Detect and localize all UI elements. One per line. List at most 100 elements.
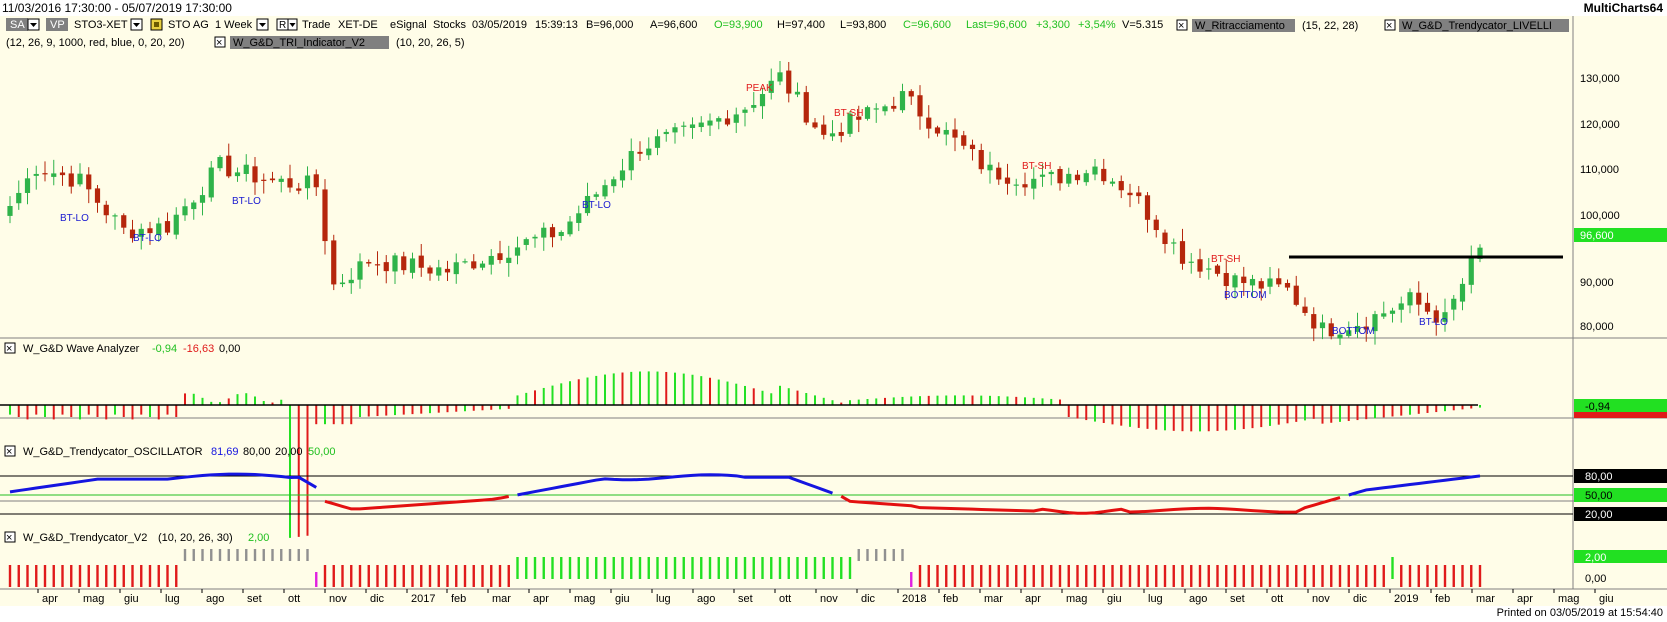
change: +3,300 (1036, 19, 1070, 31)
indicator2-close-button[interactable] (1384, 19, 1396, 31)
candle-body (987, 164, 993, 171)
wave-value-2: -16,63 (183, 343, 214, 355)
indicator2-tag[interactable] (1399, 19, 1569, 32)
time-label: lug (656, 593, 671, 605)
candle-body (707, 120, 713, 126)
trend-close-button[interactable] (4, 531, 16, 543)
trend-label-marker (1574, 550, 1667, 563)
time-label: ott (1271, 593, 1283, 605)
candle-body (1232, 275, 1238, 288)
volume: V=5.315 (1122, 19, 1163, 31)
chart-window[interactable]: SA VP STO3-XET STO AG 1 Week R Trade XET… (0, 16, 1667, 606)
time-label: feb (943, 593, 958, 605)
candle-body (1223, 273, 1229, 287)
time-label: mar (984, 593, 1003, 605)
chart-canvas[interactable]: SA VP STO3-XET STO AG 1 Week R Trade XET… (0, 16, 1667, 606)
candle-body (1031, 178, 1037, 189)
candle-body (768, 80, 774, 93)
candle-body (77, 173, 83, 185)
price-axis[interactable]: 130,000 120,000 110,000 100,000 90,000 8… (1574, 73, 1667, 333)
candle-body (943, 129, 949, 135)
candle-body (1136, 192, 1142, 197)
candle-body (199, 195, 206, 203)
candle-body (1328, 323, 1334, 337)
osc-panel-header: × W_G&D_Trendycator_OSCILLATOR 81,69 80,… (4, 445, 336, 458)
price-tick: 130,000 (1580, 73, 1620, 85)
candle-body (51, 173, 57, 177)
trend-label-zero: 0,00 (1585, 573, 1606, 585)
annotation-bt-sh: BT-SH (1211, 254, 1240, 265)
candle-body (864, 107, 871, 119)
annotation-bt-sh: BT-SH (834, 108, 863, 119)
candle-body (339, 282, 346, 285)
ask: A=96,600 (650, 19, 697, 31)
candle-body (838, 131, 844, 136)
indicator3-close-button[interactable] (214, 36, 226, 48)
candle-body (856, 116, 862, 120)
time-axis[interactable]: apr mag giu lug ago set ott nov dic 2017 feb mar apr… (37, 589, 1614, 605)
close-icon: × (1386, 20, 1392, 32)
time-label: dic (861, 593, 876, 605)
candle-body (462, 261, 468, 263)
trend-params: (10, 20, 26, 30) (158, 532, 233, 544)
candle-body (366, 262, 372, 264)
category: Stocks (433, 19, 467, 31)
time-label: dic (370, 593, 385, 605)
candle-body (129, 229, 136, 239)
indicator1-close-button[interactable] (1176, 19, 1188, 31)
candle-body (1416, 292, 1422, 305)
candle-body (217, 156, 223, 169)
candle-body (1258, 281, 1264, 289)
candle-body (1284, 282, 1291, 288)
data-feed: eSignal (390, 19, 427, 31)
trend-histogram (8, 549, 1482, 587)
close-icon: × (216, 37, 222, 49)
wave-close-button[interactable] (4, 342, 16, 354)
candle-body (401, 256, 407, 271)
annotation-bottom: BOTTOM (1332, 326, 1375, 337)
candle-body (1451, 298, 1457, 310)
time-label: ago (206, 593, 224, 605)
indicator3-params: (10, 20, 26, 5) (396, 37, 465, 49)
candle-body (751, 105, 757, 108)
indicator1-tag[interactable] (1192, 19, 1295, 32)
candle-body (112, 215, 118, 217)
candle-body (637, 151, 643, 154)
candle-body (934, 127, 941, 134)
candle-body (1048, 171, 1054, 175)
candle-body (322, 189, 328, 242)
candle-body (742, 109, 748, 113)
candle-body (716, 118, 722, 122)
osc-value-2: 80,00 (243, 446, 271, 458)
sa-button[interactable] (6, 18, 28, 31)
candle-body (313, 174, 319, 188)
time-label: feb (451, 593, 466, 605)
trend-label-top: 2,00 (1585, 552, 1606, 564)
candle-body (418, 255, 424, 268)
high: H=97,400 (777, 19, 825, 31)
time-label: mar (1476, 593, 1495, 605)
candle-body (891, 105, 897, 109)
candle-body (978, 150, 984, 170)
candle-body (1144, 195, 1151, 220)
indicator3-tag[interactable] (230, 36, 389, 49)
osc-label-50: 50,00 (1585, 490, 1613, 502)
quote-time: 15:39:13 (535, 19, 578, 31)
candle-body (164, 221, 171, 233)
candle-body (1433, 310, 1439, 323)
vp-button[interactable] (46, 18, 68, 31)
time-label: 2017 (411, 593, 435, 605)
candle-body (173, 214, 179, 235)
candle-body (1101, 168, 1107, 182)
time-label: dic (1353, 593, 1368, 605)
time-label: mag (574, 593, 595, 605)
annotation-bt-lo: BT-LO (582, 200, 611, 211)
candle-body (471, 261, 477, 269)
osc-close-button[interactable] (4, 445, 16, 457)
candle-body (234, 172, 241, 177)
candle-body (147, 228, 153, 234)
candle-body (94, 188, 101, 203)
r-label: R (279, 20, 286, 31)
annotation-bt-lo: BT-LO (232, 196, 261, 207)
candle-body (1319, 322, 1326, 329)
